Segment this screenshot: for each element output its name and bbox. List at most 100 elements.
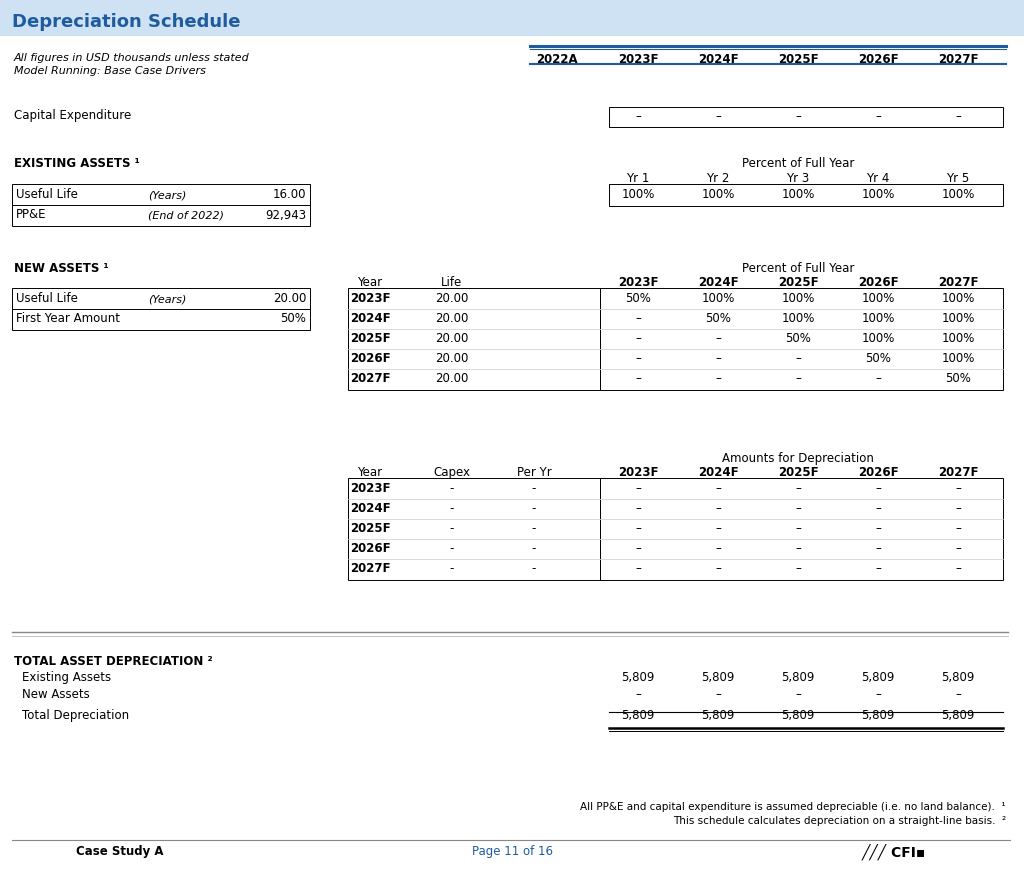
Text: 2023F: 2023F [617,53,658,66]
Text: –: – [635,689,641,702]
Text: –: – [635,333,641,346]
Text: 2025F: 2025F [349,523,390,535]
Text: 50%: 50% [281,313,306,326]
Text: –: – [635,542,641,555]
Text: 100%: 100% [861,333,895,346]
Text: Life: Life [441,276,463,289]
Text: 5,809: 5,809 [861,670,895,684]
Text: 100%: 100% [781,292,815,306]
Text: Case Study A: Case Study A [76,845,164,858]
Text: 20.00: 20.00 [435,373,469,386]
Text: –: – [955,483,961,496]
Text: 2027F: 2027F [350,562,390,575]
Text: Existing Assets: Existing Assets [22,670,112,684]
Text: –: – [715,542,721,555]
Text: -: - [531,523,537,535]
Text: 5,809: 5,809 [701,670,734,684]
Text: Year: Year [357,466,383,479]
Text: New Assets: New Assets [22,689,90,702]
Text: 2026F: 2026F [349,353,390,366]
Text: 50%: 50% [706,313,731,326]
Text: –: – [795,503,801,515]
Text: Capex: Capex [433,466,470,479]
Text: Yr 1: Yr 1 [627,172,649,185]
Text: Useful Life: Useful Life [16,189,78,202]
Text: –: – [876,523,881,535]
Text: –: – [635,523,641,535]
Text: 2026F: 2026F [349,542,390,555]
Text: 2025F: 2025F [777,53,818,66]
Text: -: - [531,503,537,515]
Text: –: – [795,353,801,366]
Bar [600,478,1002,580]
Bar [600,288,1002,390]
Text: 100%: 100% [701,292,734,306]
Text: Page 11 of 16: Page 11 of 16 [471,845,553,858]
Text: –: – [715,523,721,535]
Text: –: – [795,689,801,702]
Text: 20.00: 20.00 [272,292,306,306]
Text: –: – [955,562,961,575]
Text: ╱╱╱ CFI▪: ╱╱╱ CFI▪ [862,844,927,860]
Text: Total Depreciation: Total Depreciation [22,709,129,721]
Bar [348,478,600,580]
Text: –: – [876,562,881,575]
Text: 5,809: 5,809 [622,670,654,684]
Text: EXISTING ASSETS ¹: EXISTING ASSETS ¹ [14,157,139,170]
Text: –: – [715,689,721,702]
Text: 2023F: 2023F [350,292,390,306]
Text: 2023F: 2023F [350,483,390,496]
Text: Yr 2: Yr 2 [707,172,730,185]
Text: 50%: 50% [865,353,891,366]
Text: (Years): (Years) [148,294,186,304]
Text: -: - [450,503,455,515]
Text: –: – [795,373,801,386]
Text: 2026F: 2026F [858,53,898,66]
Text: 100%: 100% [861,189,895,202]
Bar [609,107,1002,127]
Text: –: – [795,562,801,575]
Text: 2023F: 2023F [617,276,658,289]
Text: -: - [531,562,537,575]
Text: –: – [876,111,881,123]
Text: –: – [635,313,641,326]
Text: -: - [531,483,537,496]
Text: 100%: 100% [941,189,975,202]
Text: 2024F: 2024F [349,313,390,326]
Text: –: – [876,503,881,515]
Text: 100%: 100% [941,292,975,306]
Text: Amounts for Depreciation: Amounts for Depreciation [722,452,873,465]
Text: 50%: 50% [625,292,651,306]
Text: NEW ASSETS ¹: NEW ASSETS ¹ [14,262,109,275]
Text: 2024F: 2024F [349,503,390,515]
Text: –: – [876,483,881,496]
Text: –: – [715,333,721,346]
Text: 2026F: 2026F [858,466,898,479]
Text: –: – [795,542,801,555]
Text: 5,809: 5,809 [781,670,815,684]
Text: 2022A: 2022A [537,53,578,66]
Text: (End of 2022): (End of 2022) [148,210,224,220]
Text: 5,809: 5,809 [941,670,975,684]
Text: TOTAL ASSET DEPRECIATION ²: TOTAL ASSET DEPRECIATION ² [14,655,213,668]
Text: 92,943: 92,943 [265,209,306,222]
Text: PP&E: PP&E [16,209,46,222]
Text: –: – [715,503,721,515]
Text: –: – [635,483,641,496]
Text: Per Yr: Per Yr [517,466,551,479]
Text: 100%: 100% [781,189,815,202]
Text: 2026F: 2026F [858,276,898,289]
Text: Depreciation Schedule: Depreciation Schedule [12,13,241,31]
Text: 16.00: 16.00 [272,189,306,202]
Text: This schedule calculates depreciation on a straight-line basis.  ²: This schedule calculates depreciation on… [673,816,1006,826]
Text: 20.00: 20.00 [435,313,469,326]
Text: -: - [450,483,455,496]
Text: –: – [715,353,721,366]
Bar [12,184,310,226]
Text: –: – [635,111,641,123]
Text: 2025F: 2025F [777,276,818,289]
Text: 100%: 100% [861,313,895,326]
Text: -: - [531,542,537,555]
Text: 20.00: 20.00 [435,353,469,366]
Text: –: – [876,373,881,386]
